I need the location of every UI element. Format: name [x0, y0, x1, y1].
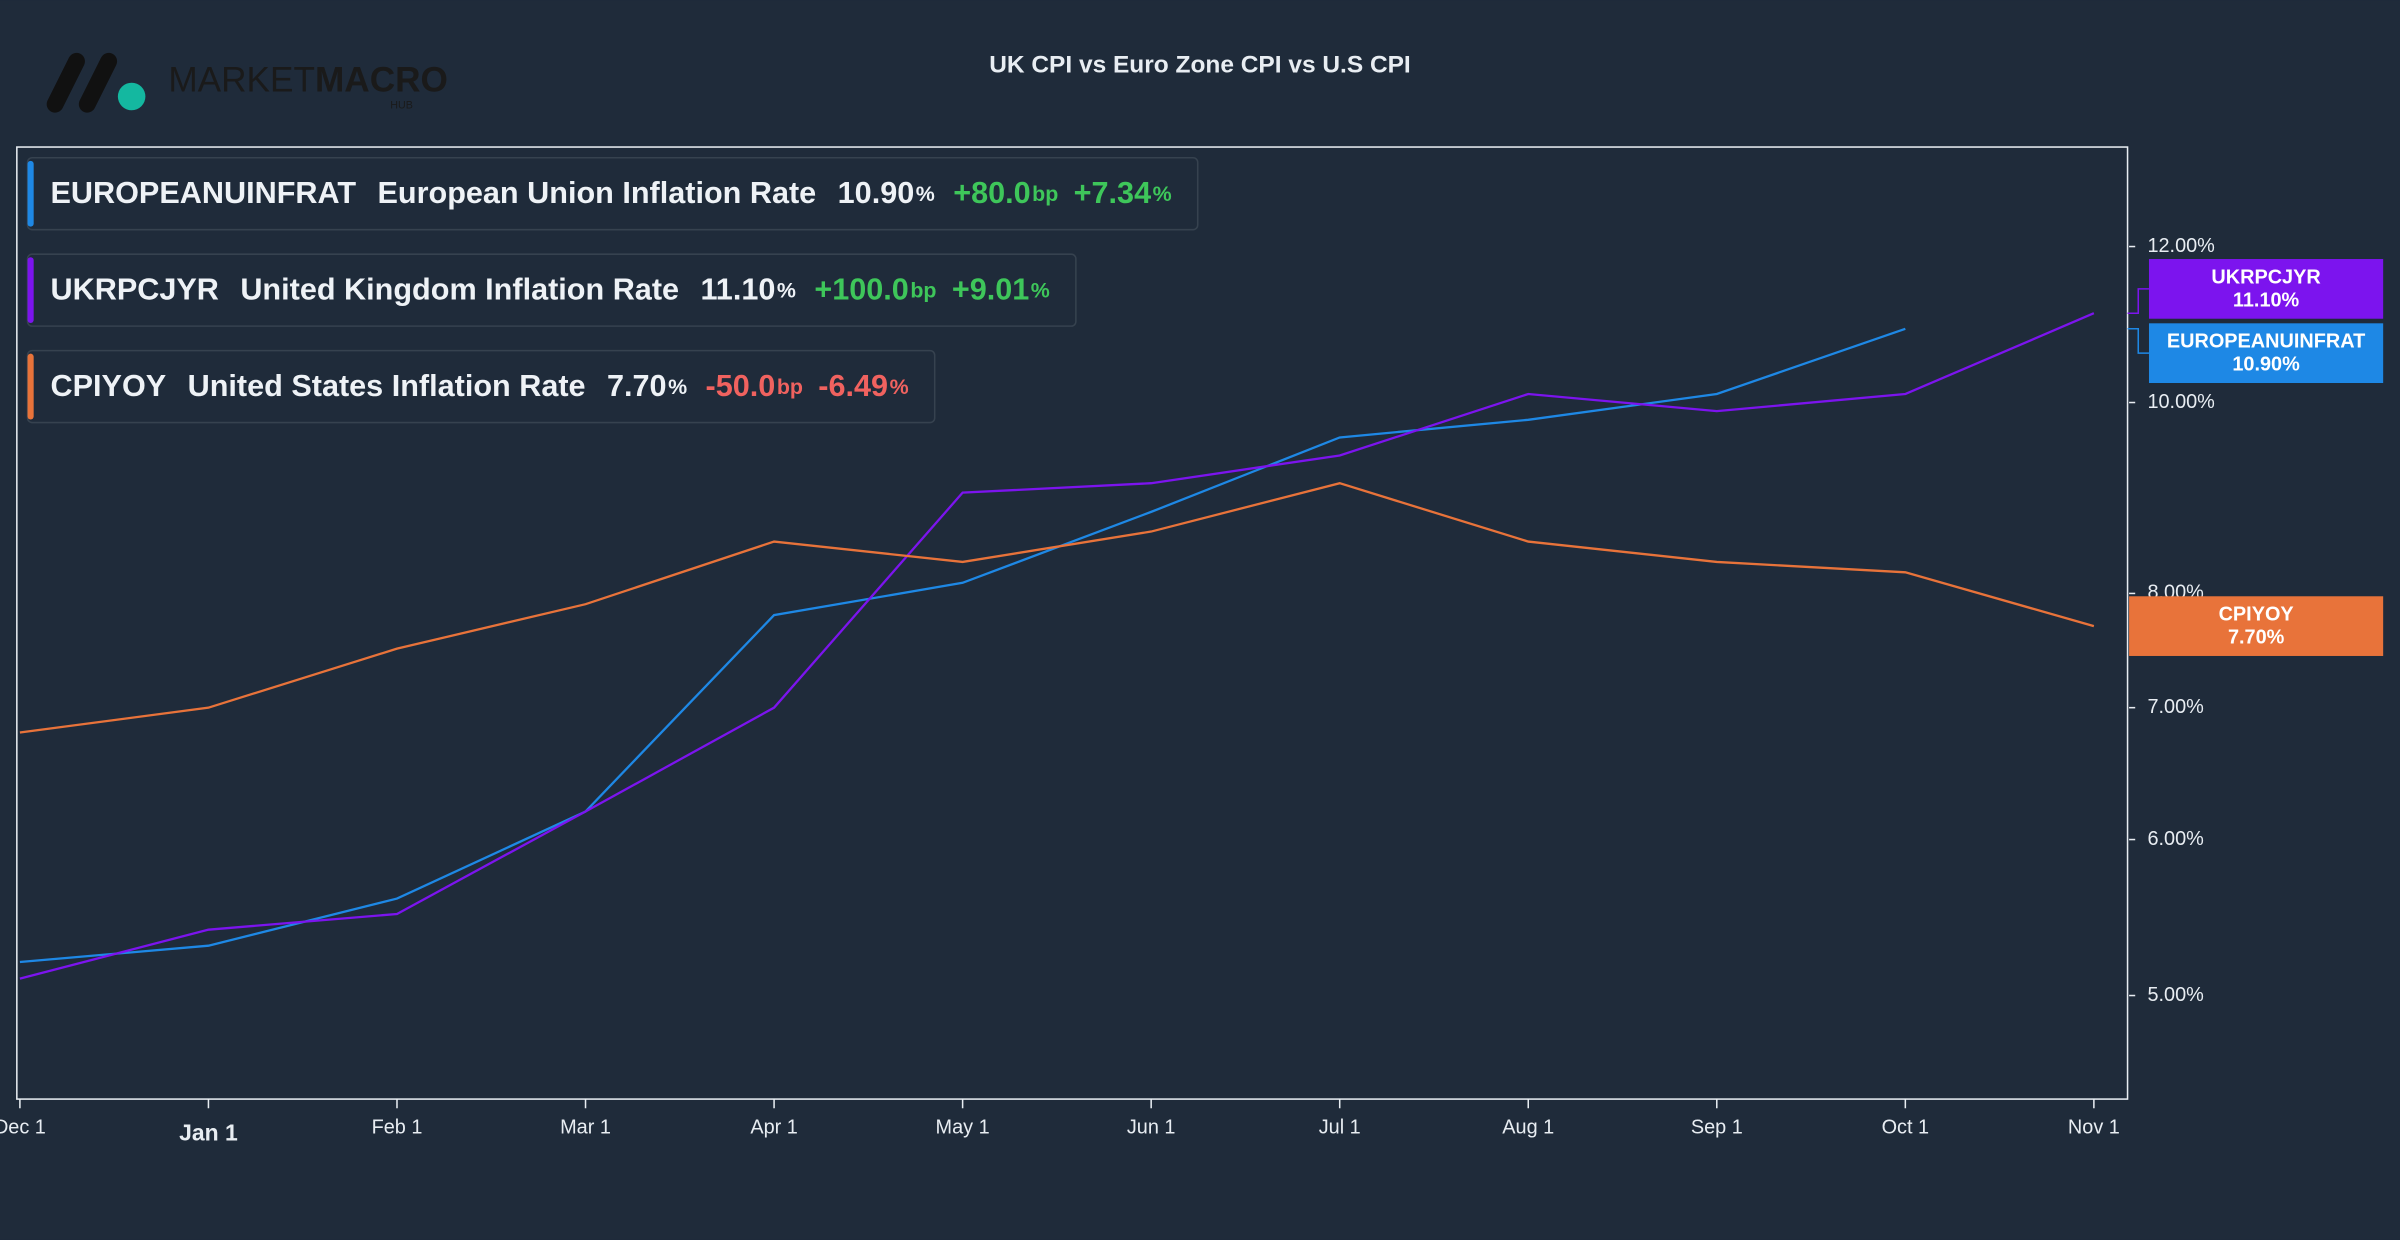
legend-last: 11.10: [700, 273, 775, 307]
end-label-value: 10.90%: [2232, 354, 2300, 376]
legend-text: UKRPCJYR United Kingdom Inflation Rate 11.…: [51, 273, 1050, 307]
x-tick-label: Apr 1: [750, 1116, 798, 1138]
end-label-name: UKRPCJYR: [2211, 266, 2320, 288]
logo-bold: MACRO: [315, 61, 448, 100]
logo-sub: HUB: [390, 100, 413, 112]
legend-item: EUROPEANUINFRAT European Union Inflation …: [26, 156, 1199, 231]
legend-change-unit: bp: [1032, 182, 1058, 206]
x-tick-label: Jan 1: [179, 1119, 238, 1145]
logo-dot: [117, 82, 146, 111]
x-tick-label: Sep 1: [1691, 1116, 1743, 1138]
legend-last: 7.70: [607, 369, 667, 403]
legend-description: European Union Inflation Rate: [377, 176, 816, 210]
legend-description: United States Inflation Rate: [188, 369, 586, 403]
legend-change-pct-unit: %: [1153, 182, 1172, 206]
y-tick-label: 6.00%: [2147, 828, 2203, 850]
y-tick-label: 12.00%: [2147, 235, 2214, 257]
legend-change-pct-unit: %: [890, 375, 909, 399]
series-line: [19, 482, 2095, 734]
legend-item: CPIYOY United States Inflation Rate 7.70% -…: [26, 349, 936, 424]
legend-change: +100.0: [814, 273, 908, 307]
series-line: [19, 327, 1906, 964]
legend-symbol: EUROPEANUINFRAT: [51, 176, 357, 210]
legend-change-pct-unit: %: [1031, 278, 1050, 302]
legend-last: 10.90: [838, 176, 915, 210]
logo-light: MARKET: [168, 61, 315, 100]
end-label-name: CPIYOY: [2219, 604, 2294, 626]
logo-bar: [46, 52, 85, 113]
legend-item: UKRPCJYR United Kingdom Inflation Rate 11.…: [26, 253, 1077, 327]
y-tick-label: 10.00%: [2147, 391, 2214, 413]
legend-change: +80.0: [953, 176, 1030, 210]
legend-change-pct: -6.49: [818, 369, 888, 403]
legend-symbol: UKRPCJYR: [51, 273, 219, 307]
x-tick-label: Dec 1: [0, 1116, 46, 1138]
logo-text: MARKETMACRO: [168, 61, 448, 100]
end-label-box: [2148, 259, 2384, 319]
x-tick-label: Feb 1: [372, 1116, 423, 1138]
logo: MARKETMACRO HUB: [46, 52, 448, 113]
end-label-box: [2148, 323, 2384, 384]
x-tick-label: May 1: [936, 1116, 990, 1138]
legend-last-unit: %: [777, 278, 796, 302]
end-label-connector: [2127, 288, 2149, 315]
legend-last-unit: %: [668, 375, 687, 399]
legend-swatch: [27, 353, 34, 420]
end-label-box: [2129, 596, 2384, 656]
x-tick-label: Oct 1: [1882, 1116, 1930, 1138]
x-tick-label: Nov 1: [2068, 1116, 2120, 1138]
legend-change-unit: bp: [910, 278, 936, 302]
series-line: [19, 312, 2095, 980]
legend-change-pct: +7.34: [1074, 176, 1151, 210]
x-tick-label: Aug 1: [1502, 1116, 1554, 1138]
logo-bar: [78, 52, 118, 113]
legend-text: CPIYOY United States Inflation Rate 7.70% -…: [51, 369, 909, 403]
end-label-value: 7.70%: [2228, 627, 2285, 649]
y-tick-label: 7.00%: [2147, 696, 2203, 718]
legend-symbol: CPIYOY: [51, 369, 167, 403]
chart-title: UK CPI vs Euro Zone CPI vs U.S CPI: [989, 51, 1411, 78]
legend-change-pct: +9.01: [952, 273, 1029, 307]
legend-description: United Kingdom Inflation Rate: [240, 273, 679, 307]
legend-last-unit: %: [916, 182, 935, 206]
x-tick-label: Jun 1: [1127, 1116, 1176, 1138]
legend-swatch: [27, 160, 34, 227]
legend-swatch: [27, 257, 34, 324]
legend-change-unit: bp: [777, 375, 803, 399]
plot-frame: [16, 146, 2129, 1100]
end-label-name: EUROPEANUINFRAT: [2167, 331, 2365, 353]
legend-change: -50.0: [706, 369, 776, 403]
y-tick-label: 5.00%: [2147, 984, 2203, 1006]
x-tick-label: Jul 1: [1319, 1116, 1361, 1138]
x-tick-label: Mar 1: [560, 1116, 611, 1138]
end-label-value: 11.10%: [2233, 289, 2300, 311]
end-label-connector: [2127, 328, 2149, 354]
legend-text: EUROPEANUINFRAT European Union Inflation …: [51, 176, 1172, 210]
